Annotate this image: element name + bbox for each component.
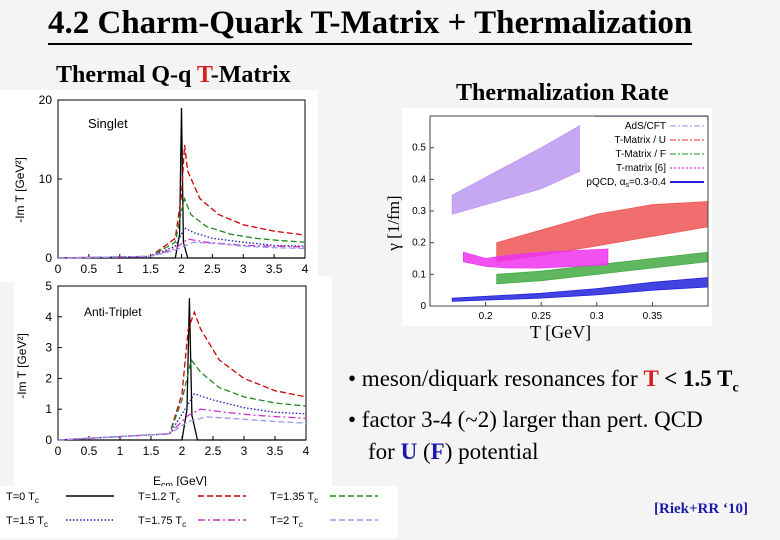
rate-band-3: [463, 248, 609, 269]
bullet-1-sub: c: [732, 380, 739, 396]
rate-ylabel: γ [1/fm]: [384, 195, 403, 251]
rate-xlabel: T [GeV]: [530, 322, 592, 342]
anti-triplet-xtick-label: 2: [179, 444, 186, 458]
bullet-1-T: T: [643, 366, 659, 391]
singlet-xtick-label: 1: [116, 262, 123, 276]
bullet-1-rel: < 1.5 T: [658, 366, 733, 391]
anti-triplet-panel-label: Anti-Triplet: [84, 305, 142, 319]
rate-legend-label-2: T-Matrix / F: [615, 149, 666, 160]
singlet-ytick-label: 20: [39, 93, 53, 107]
singlet-ytick-label: 0: [45, 251, 52, 265]
singlet-xtick-label: 3: [240, 262, 247, 276]
rate-legend-label-4: pQCD, αs=0.3-0.4: [586, 177, 666, 189]
singlet-chart: Singlet -Im T [GeV²] 0 0.5 1 1.5 2 2.5 3 3.5 4 0 1…: [0, 90, 318, 282]
citation: [Riek+RR ‘10]: [654, 501, 748, 517]
anti-triplet-xtick-label: 3.5: [267, 444, 284, 458]
singlet-ylabel: -Im T [GeV²]: [13, 157, 27, 223]
anti-triplet-chart: Anti-Triplet -Im T [GeV²] Ecm [GeV] 0 0.5…: [14, 276, 332, 488]
bullet-2-F: F: [430, 439, 445, 464]
bullet-factor-cont: for U (F) potential: [368, 439, 539, 465]
anti-triplet-xtick-label: 4: [303, 444, 310, 458]
anti-triplet-ytick-label: 1: [45, 402, 52, 416]
bullet-2-paren-open: (: [417, 439, 431, 464]
legend-label-2: T=1.35 Tc: [270, 491, 318, 505]
anti-triplet-chart-bg: [14, 276, 332, 488]
legend-label-3: T=1.5 Tc: [6, 515, 48, 529]
singlet-xtick-label: 2: [178, 262, 185, 276]
rate-xtick-label: 0.2: [479, 311, 493, 322]
anti-triplet-series-5: [57, 416, 307, 441]
rate-xtick-label: 0.25: [531, 311, 551, 322]
singlet-xtick-label: 3.5: [266, 262, 283, 276]
legend-label-5: T=2 Tc: [270, 515, 303, 529]
rate-ylabel-text: γ [1/fm]: [384, 195, 403, 251]
singlet-xtick-label: 0.5: [81, 262, 98, 276]
legend-bg: [0, 486, 398, 538]
anti-triplet-ytick-label: 0: [45, 433, 52, 447]
rate-ytick-label: 0.4: [412, 174, 426, 185]
legend-label-1: T=1.2 Tc: [138, 491, 180, 505]
bullet-2-for: for: [368, 439, 401, 464]
anti-triplet-series-3: [57, 393, 307, 441]
thermalization-rate-chart: 0.2 0.25 0.3 0.35 0 0.1 0.2 0.3 0.4 0.5 AdS/CFT T-…: [402, 108, 712, 326]
bullet-2-U: U: [400, 439, 418, 464]
rate-legend-label-3: T-matrix [6]: [616, 163, 666, 174]
rate-ytick-label: 0.1: [412, 269, 426, 280]
slide-title: 4.2 Charm-Quark T-Matrix + Thermalizatio…: [48, 4, 693, 45]
bullet-resonances: • meson/diquark resonances for T < 1.5 T…: [348, 366, 739, 397]
anti-triplet-xlabel: Ecm [GeV]: [153, 474, 207, 488]
singlet-xtick-label: 0: [55, 262, 62, 276]
left-heading-t: T: [196, 62, 211, 88]
anti-triplet-xtick-label: 1.5: [143, 444, 160, 458]
anti-triplet-xtick-label: 0.5: [81, 444, 98, 458]
rate-xtick-label: 0.3: [590, 311, 604, 322]
singlet-xtick-label: 1.5: [142, 262, 159, 276]
legend-label-4: T=1.75 Tc: [138, 515, 186, 529]
left-heading: Thermal Q-q T-Matrix: [56, 62, 291, 89]
singlet-series-2: [57, 196, 306, 259]
legend-label-0: T=0 Tc: [6, 491, 39, 505]
anti-triplet-xtick-label: 0: [55, 444, 62, 458]
bullet-factor: • factor 3-4 (~2) larger than pert. QCD: [348, 407, 703, 432]
anti-triplet-series-1: [57, 310, 307, 441]
rate-ytick-label: 0.3: [412, 206, 426, 217]
anti-triplet-ytick-label: 3: [45, 341, 52, 355]
anti-triplet-xtick-label: 3: [241, 444, 248, 458]
singlet-series-1: [57, 144, 306, 259]
anti-triplet-ylabel: -Im T [GeV²]: [15, 333, 29, 399]
singlet-xtick-label: 4: [302, 262, 309, 276]
singlet-series-4: [57, 238, 306, 259]
singlet-panel-label: Singlet: [88, 116, 128, 131]
anti-triplet-xtick-label: 2.5: [205, 444, 222, 458]
rate-ytick-label: 0: [420, 301, 426, 312]
rate-ytick-label: 0.2: [412, 238, 426, 249]
temperature-legend: T=0 Tc T=1.2 Tc T=1.35 Tc T=1.5 Tc T=1.75 Tc…: [0, 486, 398, 538]
left-heading-c: -Matrix: [210, 62, 291, 88]
anti-triplet-ytick-label: 5: [45, 279, 52, 293]
bullet-2-paren-close: ) potential: [444, 439, 539, 464]
right-heading: Thermalization Rate: [456, 80, 669, 106]
singlet-series-0: [58, 107, 305, 259]
rate-xtick-label: 0.35: [643, 311, 663, 322]
singlet-ytick-label: 10: [39, 172, 53, 186]
singlet-series-3: [57, 227, 306, 259]
rate-legend-label-1: T-Matrix / U: [614, 135, 666, 146]
rate-ytick-label: 0.5: [412, 143, 426, 154]
anti-triplet-series-0: [58, 298, 306, 441]
rate-legend-label-0: AdS/CFT: [625, 121, 666, 132]
left-heading-a: Thermal Q-q: [56, 62, 197, 88]
singlet-xtick-label: 2.5: [204, 262, 221, 276]
bullet-1-text: • meson/diquark resonances for: [348, 366, 644, 391]
anti-triplet-xtick-label: 1: [117, 444, 124, 458]
anti-triplet-ytick-label: 2: [45, 371, 52, 385]
anti-triplet-ytick-label: 4: [45, 310, 52, 324]
